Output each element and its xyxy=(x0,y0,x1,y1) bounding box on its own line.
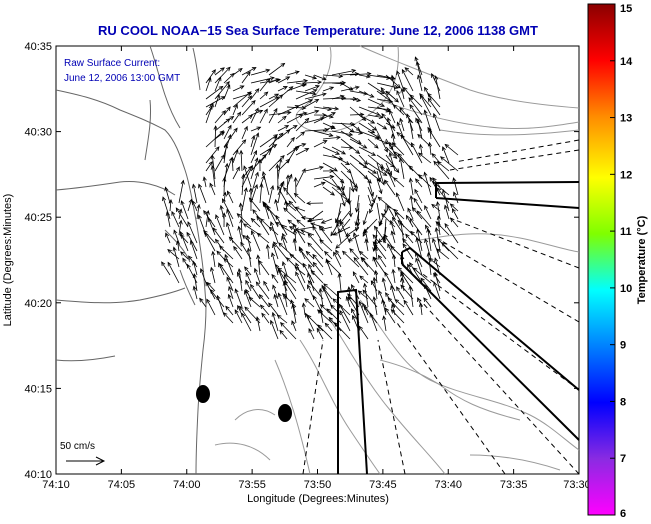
y-tick-label: 40:25 xyxy=(24,212,52,224)
map-title: RU COOL NOAA−15 Sea Surface Temperature:… xyxy=(98,23,538,38)
colorbar-tick-label: 9 xyxy=(620,340,626,352)
x-axis-label: Longitude (Degrees:Minutes) xyxy=(247,493,389,505)
x-tick-label: 73:50 xyxy=(304,479,332,491)
colorbar-tick-label: 14 xyxy=(620,56,633,68)
colorbar-tick-label: 8 xyxy=(620,396,626,408)
x-tick-label: 74:05 xyxy=(108,479,136,491)
x-tick-label: 74:00 xyxy=(173,479,201,491)
x-tick-label: 73:40 xyxy=(434,479,462,491)
colorbar-tick-label: 6 xyxy=(620,508,626,519)
colorbar-tick-label: 13 xyxy=(620,113,632,125)
y-axis-label: Latitude (Degrees:Minutes) xyxy=(2,194,14,327)
current-vector xyxy=(350,114,364,115)
colorbar-tick-label: 7 xyxy=(620,453,626,465)
y-tick-label: 40:35 xyxy=(24,41,52,53)
colorbar-label: Temperature (°C) xyxy=(636,215,648,304)
annotation-line-1: Raw Surface Current: xyxy=(64,58,160,69)
x-tick-label: 73:45 xyxy=(369,479,397,491)
colorbar-tick-label: 15 xyxy=(620,3,632,15)
current-vector xyxy=(277,165,278,187)
x-tick-label: 73:35 xyxy=(500,479,528,491)
colorbar-tick-label: 10 xyxy=(620,283,632,295)
y-tick-label: 40:15 xyxy=(24,383,52,395)
colorbar xyxy=(588,4,615,515)
colorbar-tick-label: 11 xyxy=(620,226,632,238)
radar-site-marker xyxy=(196,385,210,403)
x-tick-label: 73:55 xyxy=(238,479,266,491)
x-tick-label: 73:30 xyxy=(563,479,591,491)
annotation-line-2: June 12, 2006 13:00 GMT xyxy=(64,73,180,84)
radar-site-marker xyxy=(278,404,292,422)
y-tick-label: 40:30 xyxy=(24,127,52,139)
scale-label: 50 cm/s xyxy=(60,441,95,452)
colorbar-tick-label: 12 xyxy=(620,169,632,181)
y-tick-label: 40:10 xyxy=(24,469,52,481)
y-tick-label: 40:20 xyxy=(24,298,52,310)
